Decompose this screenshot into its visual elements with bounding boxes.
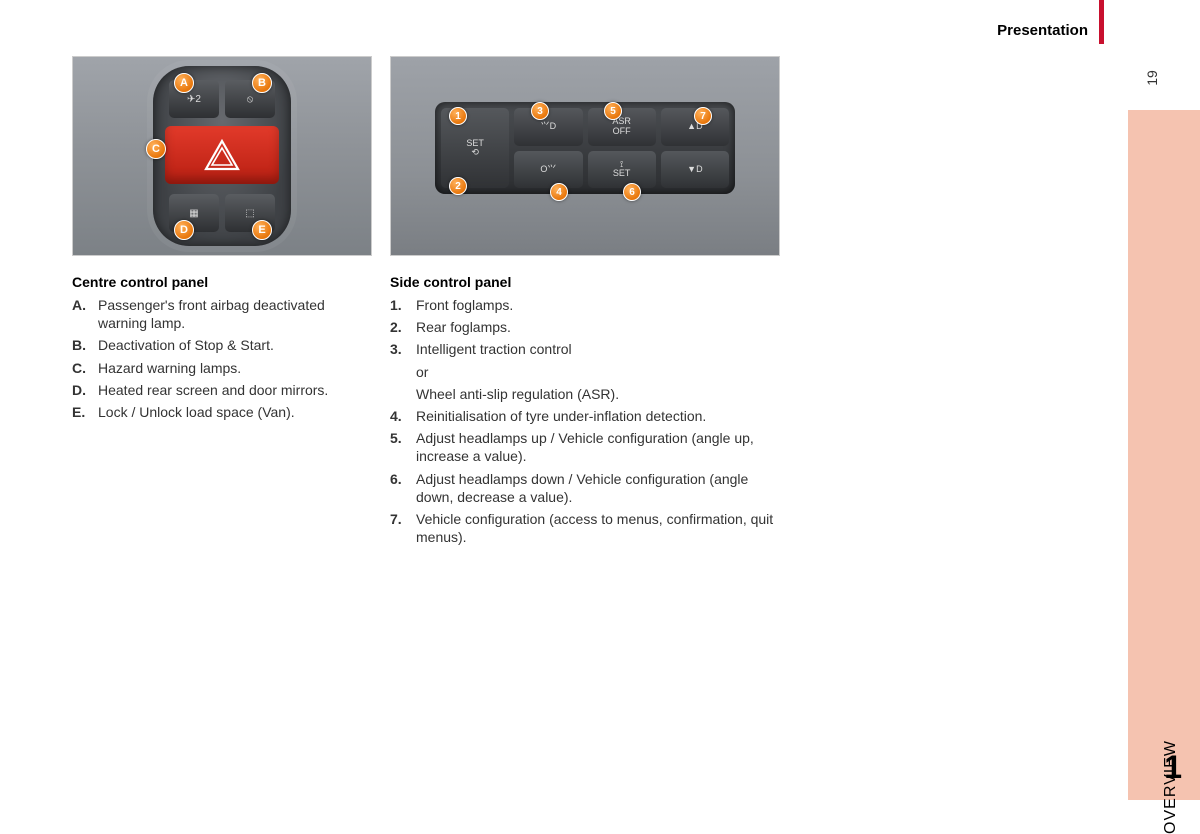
callout-marker: C bbox=[146, 139, 166, 159]
rear-defrost-icon: ▦ bbox=[189, 208, 198, 219]
front-fog-icon: ⺍D bbox=[541, 122, 557, 131]
centre-button-cluster: ✈2 ⦸ ▦ ⬚ bbox=[153, 66, 291, 246]
item-desc: Front foglamps. bbox=[416, 296, 780, 314]
header-accent-bar bbox=[1099, 0, 1104, 44]
item-key: A. bbox=[72, 296, 98, 332]
item-desc: Adjust headlamps up / Vehicle configurat… bbox=[416, 429, 780, 465]
asr-label: ASR OFF bbox=[612, 117, 631, 136]
list-item: 1.Front foglamps. bbox=[390, 296, 780, 314]
callout-marker: 4 bbox=[550, 183, 568, 201]
list-item: 6.Adjust headlamps down / Vehicle config… bbox=[390, 470, 780, 506]
item-desc: Heated rear screen and door mirrors. bbox=[98, 381, 372, 399]
list-item: C.Hazard warning lamps. bbox=[72, 359, 372, 377]
list-item: 4.Reinitialisation of tyre under-inflati… bbox=[390, 407, 780, 425]
tyre-reset-button: ⟟ SET bbox=[588, 151, 656, 189]
centre-panel-figure: ✈2 ⦸ ▦ ⬚ A B C D E bbox=[72, 56, 372, 256]
page-number: 19 bbox=[1144, 70, 1160, 86]
list-item: E.Lock / Unlock load space (Van). bbox=[72, 403, 372, 421]
callout-marker: 1 bbox=[449, 107, 467, 125]
side-panel-column: Side control panel 1.Front foglamps.2.Re… bbox=[390, 274, 780, 550]
side-button-cluster: ⺍D ASR OFF ▲D SET ⟲ O⺍ ⟟ SET ▼D bbox=[435, 102, 735, 194]
section-title: Presentation bbox=[997, 22, 1088, 39]
page-content: ✈2 ⦸ ▦ ⬚ A B C D E bbox=[72, 56, 832, 550]
item-desc: Lock / Unlock load space (Van). bbox=[98, 403, 372, 421]
item-key: B. bbox=[72, 336, 98, 354]
item-desc: Hazard warning lamps. bbox=[98, 359, 372, 377]
callout-marker: 2 bbox=[449, 177, 467, 195]
list-item: 2.Rear foglamps. bbox=[390, 318, 780, 336]
callout-marker: E bbox=[252, 220, 272, 240]
description-columns: Centre control panel A.Passenger's front… bbox=[72, 274, 832, 550]
callout-marker: 5 bbox=[604, 102, 622, 120]
item-desc: Intelligent traction control bbox=[416, 340, 780, 358]
item-key: 5. bbox=[390, 429, 416, 465]
figure-row: ✈2 ⦸ ▦ ⬚ A B C D E bbox=[72, 56, 832, 256]
headlamp-down-icon: ▼D bbox=[687, 165, 702, 174]
item-desc: Rear foglamps. bbox=[416, 318, 780, 336]
rear-fog-icon: O⺍ bbox=[540, 165, 556, 174]
centre-panel-column: Centre control panel A.Passenger's front… bbox=[72, 274, 372, 550]
item-key: 2. bbox=[390, 318, 416, 336]
item-key: 3. bbox=[390, 340, 416, 358]
list-item: A.Passenger's front airbag deactivated w… bbox=[72, 296, 372, 332]
item-desc: Deactivation of Stop & Start. bbox=[98, 336, 372, 354]
item-key: 1. bbox=[390, 296, 416, 314]
item-subline: Wheel anti-slip regulation (ASR). bbox=[416, 385, 780, 403]
list-item: D.Heated rear screen and door mirrors. bbox=[72, 381, 372, 399]
chapter-tab-number: 1 bbox=[1164, 749, 1182, 786]
item-key: D. bbox=[72, 381, 98, 399]
item-key: C. bbox=[72, 359, 98, 377]
rear-foglamp-button: O⺍ bbox=[514, 151, 582, 189]
item-key: 6. bbox=[390, 470, 416, 506]
callout-marker: 7 bbox=[694, 107, 712, 125]
list-item: 7.Vehicle configuration (access to menus… bbox=[390, 510, 780, 546]
item-desc: Passenger's front airbag deactivated war… bbox=[98, 296, 372, 332]
list-item: 5.Adjust headlamps up / Vehicle configur… bbox=[390, 429, 780, 465]
callout-marker: 3 bbox=[531, 102, 549, 120]
hazard-button bbox=[165, 126, 279, 184]
item-subline: or bbox=[416, 363, 780, 381]
item-desc: Adjust headlamps down / Vehicle configur… bbox=[416, 470, 780, 506]
callout-marker: D bbox=[174, 220, 194, 240]
list-item: B.Deactivation of Stop & Start. bbox=[72, 336, 372, 354]
headlamp-down-button: ▼D bbox=[661, 151, 729, 189]
centre-panel-heading: Centre control panel bbox=[72, 274, 372, 290]
callout-marker: B bbox=[252, 73, 272, 93]
van-lock-icon: ⬚ bbox=[245, 208, 254, 219]
side-panel-heading: Side control panel bbox=[390, 274, 780, 290]
chapter-tab: OVERVIEW 1 bbox=[1128, 110, 1200, 800]
item-desc: Vehicle configuration (access to menus, … bbox=[416, 510, 780, 546]
hazard-triangle-icon bbox=[204, 139, 240, 171]
asr-button: ASR OFF bbox=[588, 108, 656, 146]
side-panel-figure: ⺍D ASR OFF ▲D SET ⟲ O⺍ ⟟ SET ▼D 1 2 3 4 5 6 7 bbox=[390, 56, 780, 256]
item-desc: Reinitialisation of tyre under-inflation… bbox=[416, 407, 780, 425]
list-item: 3.Intelligent traction control bbox=[390, 340, 780, 358]
airbag-icon: ✈2 bbox=[187, 94, 201, 105]
item-key: E. bbox=[72, 403, 98, 421]
set-label: SET ⟲ bbox=[466, 139, 484, 158]
stop-start-icon: ⦸ bbox=[247, 94, 254, 105]
tyre-set-label: ⟟ SET bbox=[613, 160, 631, 179]
item-key: 4. bbox=[390, 407, 416, 425]
callout-marker: A bbox=[174, 73, 194, 93]
callout-marker: 6 bbox=[623, 183, 641, 201]
item-key: 7. bbox=[390, 510, 416, 546]
